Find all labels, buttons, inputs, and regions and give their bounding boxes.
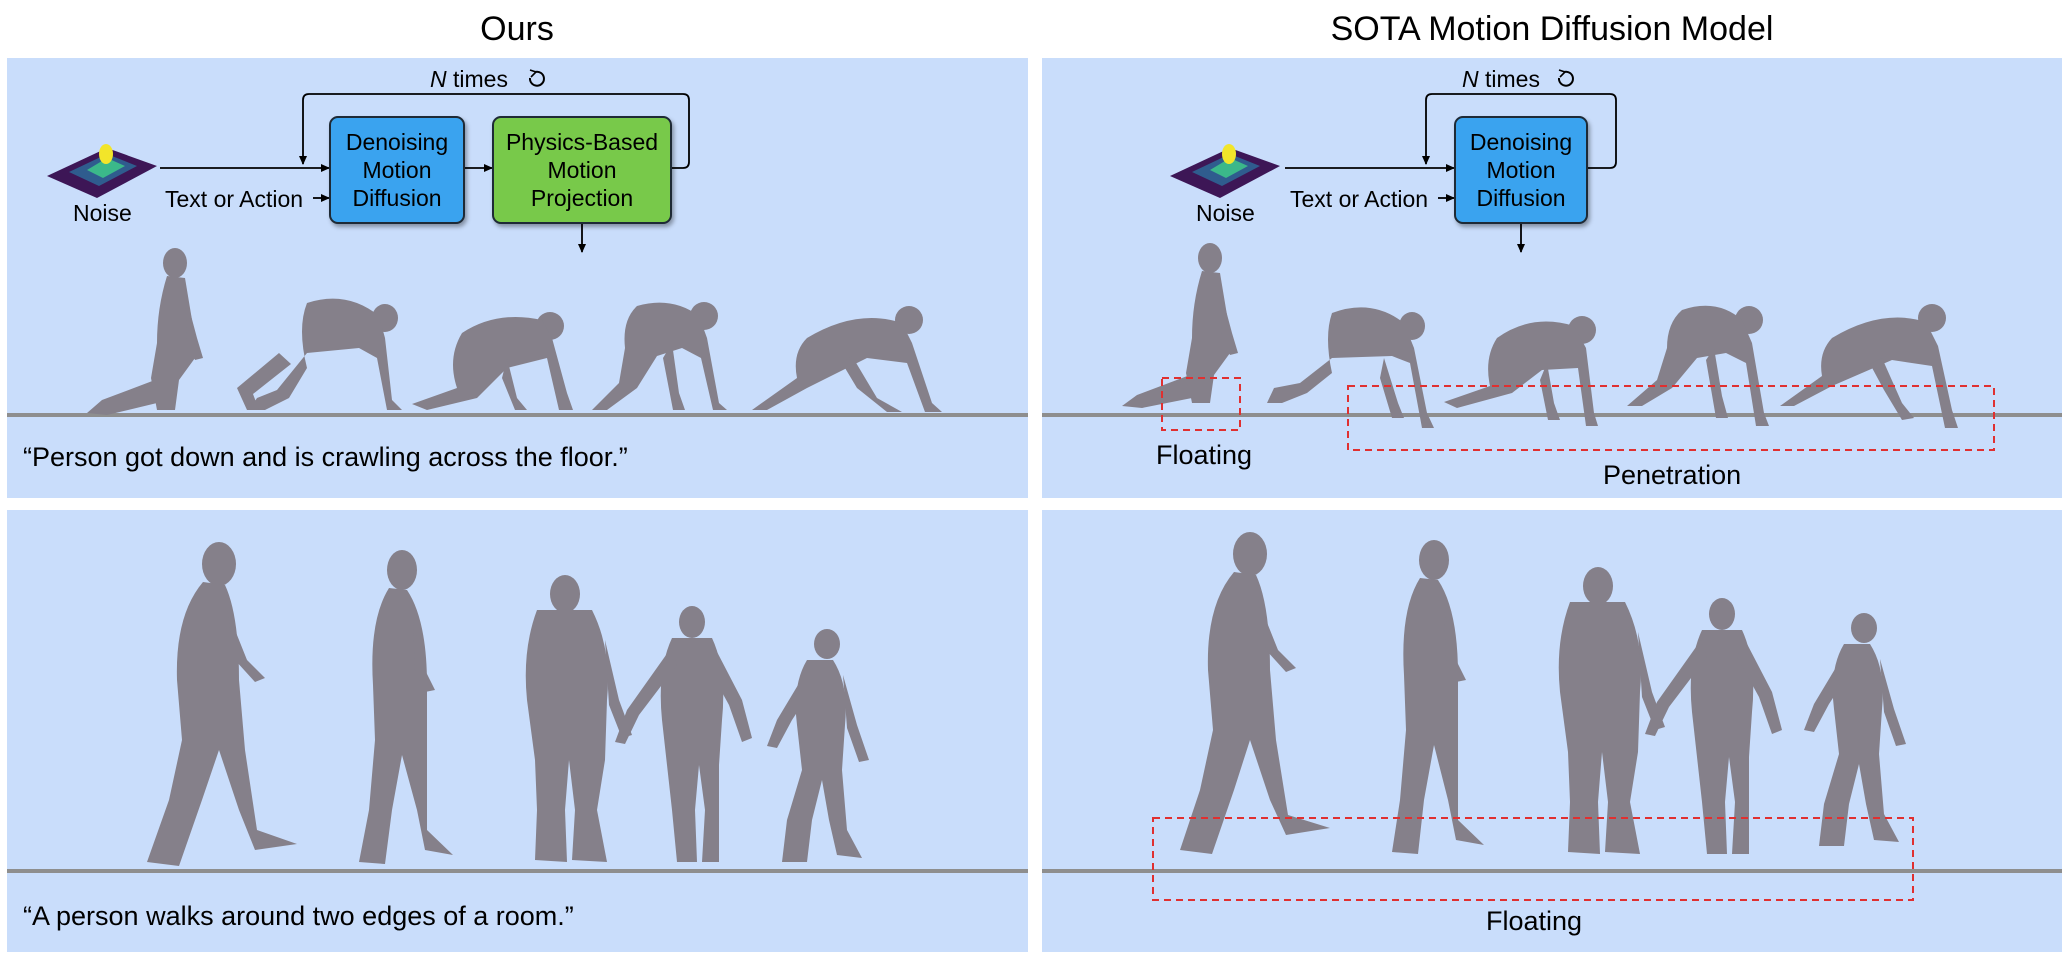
denoise-line-1: Denoising	[345, 129, 449, 155]
denoise-line-3: Diffusion	[1476, 185, 1566, 211]
walk-caption-ours: “A person walks around two edges of a ro…	[23, 901, 574, 931]
denoising-motion-diffusion-box: Denoising Motion Diffusion	[329, 116, 465, 224]
text-or-action-label: Text or Action	[1290, 186, 1429, 212]
floating-highlight-box-bottom	[1152, 817, 1914, 901]
loop-label: N times	[1462, 66, 1540, 93]
penetration-label: Penetration	[1603, 460, 1742, 490]
pipeline-diagram-sota	[1042, 69, 2062, 451]
noise-distribution-icon	[47, 144, 157, 198]
floating-label-top: Floating	[1156, 440, 1253, 470]
panel-sota-walk: Floating	[1042, 510, 2062, 952]
text-or-action-label: Text or Action	[165, 186, 304, 212]
denoise-line-2: Motion	[1486, 157, 1556, 183]
panel-ours-walk: “A person walks around two edges of a ro…	[7, 510, 1028, 952]
floating-highlight-box-top	[1161, 377, 1241, 431]
crawl-figures-ours	[87, 248, 942, 415]
loop-times-text: times	[1485, 66, 1540, 92]
denoising-motion-diffusion-box: Denoising Motion Diffusion	[1454, 116, 1588, 224]
noise-label: Noise	[1196, 200, 1255, 226]
walk-figures-sota	[1180, 532, 1906, 854]
loop-count-variable: N	[430, 66, 447, 92]
pipeline-diagram-ours	[7, 69, 1028, 417]
loop-label: N times	[430, 66, 508, 93]
denoise-line-2: Motion	[362, 157, 432, 183]
crawl-caption-ours: “Person got down and is crawling across …	[23, 442, 628, 472]
physics-line-2: Motion	[547, 157, 617, 183]
walk-figures-ours	[147, 542, 869, 866]
penetration-highlight-box	[1347, 385, 1995, 451]
floating-label-bottom: Floating	[1486, 906, 1583, 936]
denoise-line-3: Diffusion	[352, 185, 442, 211]
left-column-title: Ours	[480, 10, 554, 48]
physics-based-motion-projection-box: Physics-Based Motion Projection	[492, 116, 672, 224]
right-column-title: SOTA Motion Diffusion Model	[1330, 10, 1774, 48]
denoise-line-1: Denoising	[1469, 129, 1573, 155]
physics-line-3: Projection	[530, 185, 634, 211]
physics-line-1: Physics-Based	[505, 129, 659, 155]
noise-label: Noise	[73, 200, 132, 226]
noise-distribution-icon	[1170, 144, 1280, 198]
crawl-figures-sota	[1122, 243, 1958, 428]
panel-ours-crawl: N times Noise Text or Action Denoising M…	[7, 58, 1028, 498]
loop-count-variable: N	[1462, 66, 1479, 92]
loop-times-text: times	[453, 66, 508, 92]
panel-sota-crawl: N times Noise Text or Action Denoising M…	[1042, 58, 2062, 498]
